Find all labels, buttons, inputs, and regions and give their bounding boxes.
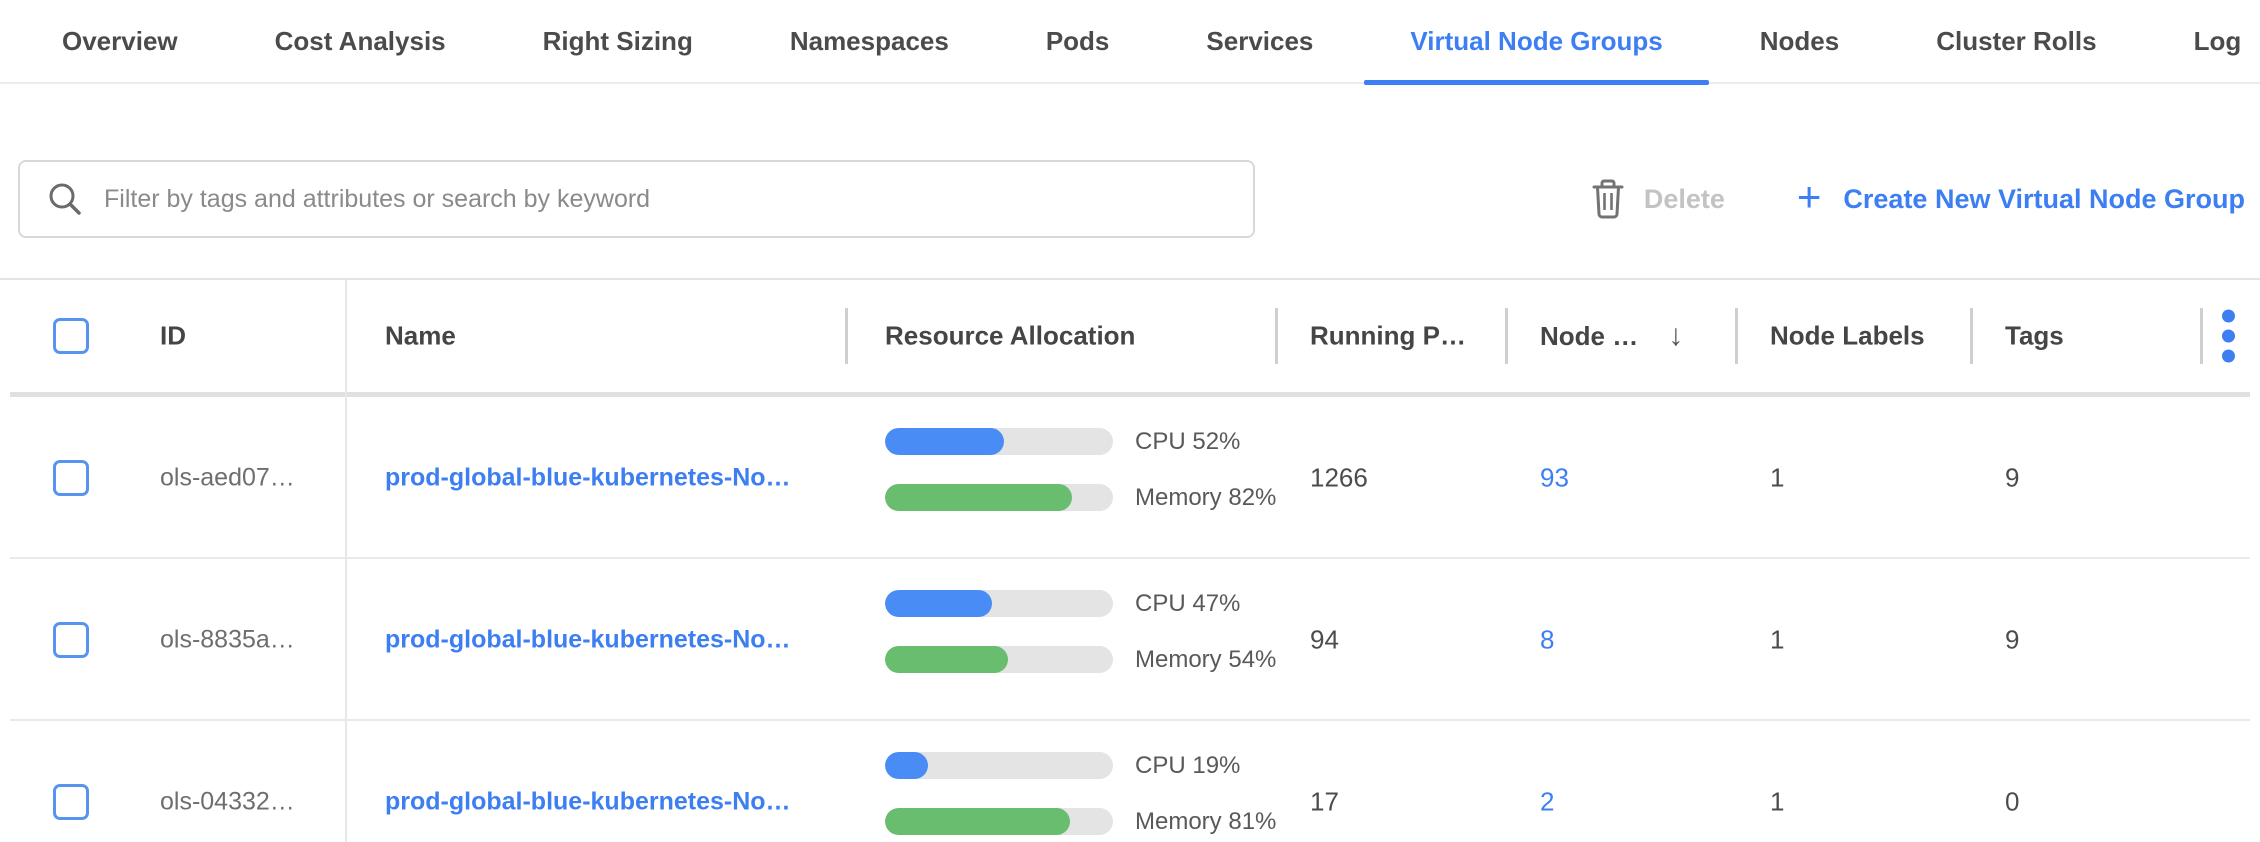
id-name-column-divider [345,280,347,842]
column-settings-menu-icon[interactable] [2222,309,2235,363]
cpu-usage-bar [885,752,1113,779]
header-separator [1970,308,1973,364]
row-checkbox[interactable] [53,460,89,496]
virtual-node-groups-table: ID Name Resource Allocation Running P… N… [0,278,2260,842]
row-divider [10,719,2250,721]
memory-usage-label: Memory 82% [1135,484,1277,511]
node-labels-value: 1 [1770,462,1785,493]
column-header-resource-allocation[interactable]: Resource Allocation [885,320,1136,351]
nodes-count-link[interactable]: 93 [1540,462,1569,493]
cpu-usage-bar [885,428,1113,455]
column-header-name[interactable]: Name [385,320,456,351]
tab-right-sizing[interactable]: Right Sizing [542,26,693,56]
running-pods-value: 1266 [1310,462,1368,493]
memory-usage-bar [885,484,1113,511]
table-row: ols-8835a… prod-global-blue-kubernetes-N… [0,559,2260,721]
tab-pods[interactable]: Pods [1045,26,1110,56]
search-input[interactable] [102,183,1233,215]
header-separator [845,308,848,364]
active-tab-underline [1364,80,1709,85]
cpu-usage-label: CPU 52% [1135,428,1241,455]
tab-virtual-node-groups-label: Virtual Node Groups [1410,26,1663,56]
header-separator [1275,308,1278,364]
memory-usage-label: Memory 54% [1135,646,1277,673]
create-new-virtual-node-group-button[interactable]: + Create New Virtual Node Group [1797,176,2245,218]
memory-usage-label: Memory 81% [1135,808,1277,835]
column-header-nodes-label: Node … [1540,321,1639,351]
running-pods-value: 94 [1310,624,1339,655]
table-row: ols-aed07… prod-global-blue-kubernetes-N… [0,397,2260,559]
column-header-id[interactable]: ID [160,320,186,351]
row-id: ols-04332… [160,787,295,816]
tags-value: 0 [2005,786,2020,817]
tab-log[interactable]: Log [2193,26,2242,56]
row-name-link[interactable]: prod-global-blue-kubernetes-No… [385,625,791,654]
row-checkbox[interactable] [53,784,89,820]
tags-value: 9 [2005,624,2020,655]
select-all-checkbox[interactable] [53,318,89,354]
resource-allocation-bars: CPU 52% Memory 82% [885,397,1277,559]
header-separator [1505,308,1508,364]
sort-descending-icon[interactable]: ↓ [1668,319,1684,352]
row-id: ols-8835a… [160,625,295,654]
delete-button[interactable]: Delete [1590,178,1725,220]
column-header-tags[interactable]: Tags [2005,320,2064,351]
column-header-running-pods[interactable]: Running P… [1310,320,1466,351]
resource-allocation-bars: CPU 47% Memory 54% [885,559,1277,721]
tab-cluster-rolls[interactable]: Cluster Rolls [1936,26,2097,56]
header-separator [2200,308,2203,364]
table-header-row: ID Name Resource Allocation Running P… N… [0,280,2260,392]
memory-usage-bar [885,646,1113,673]
tab-overview[interactable]: Overview [62,26,178,56]
create-button-label: Create New Virtual Node Group [1843,183,2245,214]
tab-virtual-node-groups[interactable]: Virtual Node Groups [1364,0,1709,85]
toolbar-actions: Delete + Create New Virtual Node Group [1590,160,2245,238]
column-header-node-labels[interactable]: Node Labels [1770,320,1925,351]
row-checkbox[interactable] [53,622,89,658]
delete-button-label: Delete [1643,183,1725,214]
tab-bar: Overview Cost Analysis Right Sizing Name… [0,0,2260,85]
cpu-usage-label: CPU 19% [1135,752,1241,779]
filter-search-box[interactable] [18,160,1255,238]
row-divider [10,557,2250,559]
row-id: ols-aed07… [160,463,295,492]
tags-value: 9 [2005,462,2020,493]
search-icon [49,183,81,215]
node-labels-value: 1 [1770,786,1785,817]
resource-allocation-bars: CPU 19% Memory 81% [885,721,1277,842]
column-header-nodes[interactable]: Node … ↓ [1540,319,1683,353]
node-labels-value: 1 [1770,624,1785,655]
toolbar: Delete + Create New Virtual Node Group [18,160,2245,238]
nodes-count-link[interactable]: 2 [1540,786,1555,817]
trash-icon [1592,179,1624,219]
table-row: ols-04332… prod-global-blue-kubernetes-N… [0,721,2260,842]
running-pods-value: 17 [1310,786,1339,817]
header-bottom-divider [10,392,2250,397]
row-name-link[interactable]: prod-global-blue-kubernetes-No… [385,463,791,492]
tab-services[interactable]: Services [1206,26,1314,56]
plus-icon: + [1796,173,1822,220]
header-separator [1735,308,1738,364]
tab-cost-analysis[interactable]: Cost Analysis [274,26,446,56]
memory-usage-bar [885,808,1113,835]
tab-nodes[interactable]: Nodes [1759,26,1840,56]
cpu-usage-label: CPU 47% [1135,590,1241,617]
cpu-usage-bar [885,590,1113,617]
row-name-link[interactable]: prod-global-blue-kubernetes-No… [385,787,791,816]
nodes-count-link[interactable]: 8 [1540,624,1555,655]
tab-namespaces[interactable]: Namespaces [789,26,949,56]
